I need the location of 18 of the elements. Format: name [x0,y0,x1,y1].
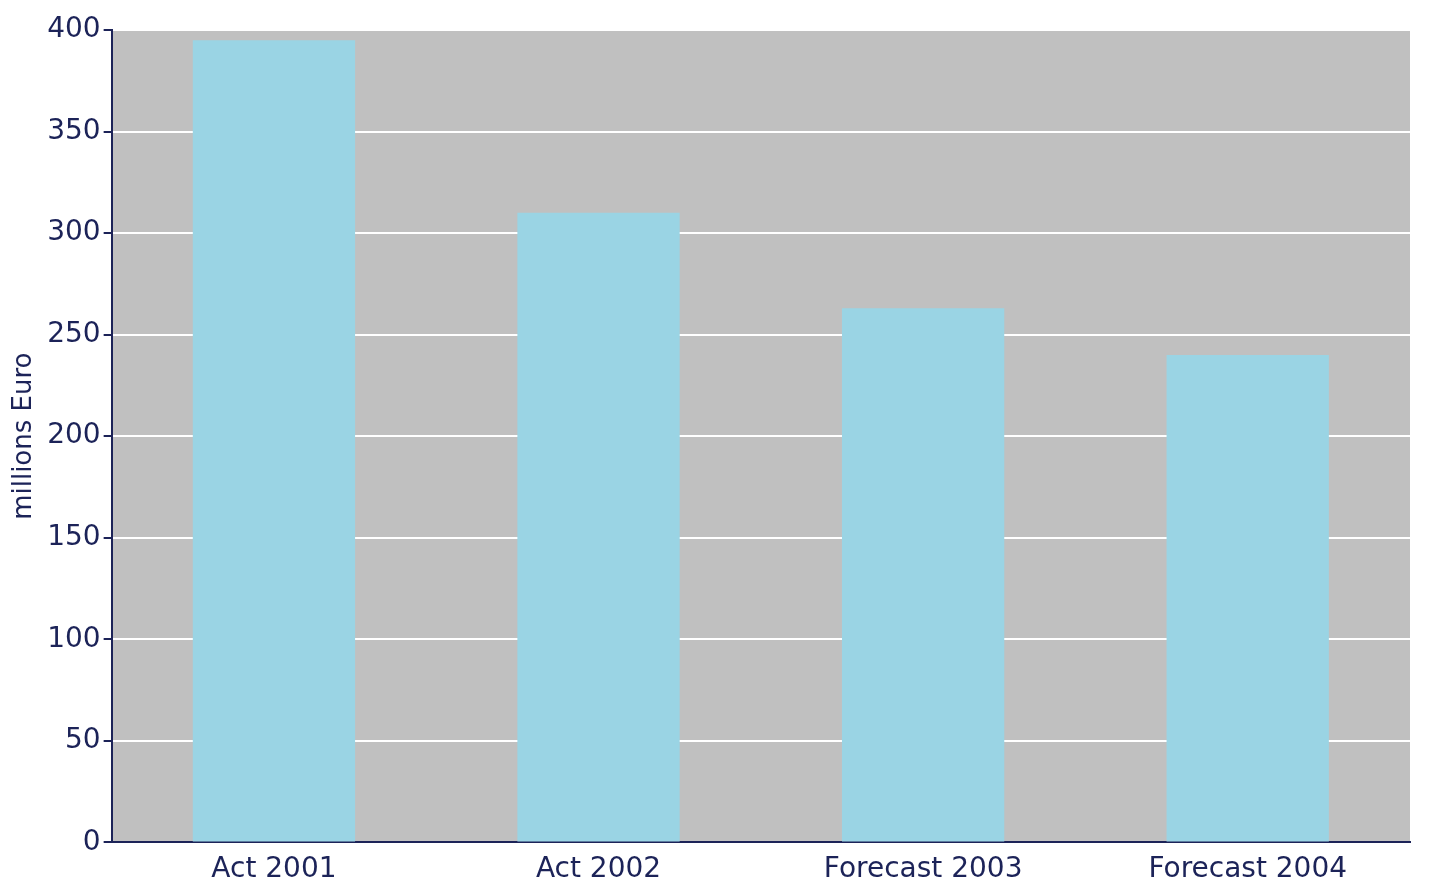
bar [517,212,680,842]
y-tick-label: 50 [65,722,101,756]
bar [192,40,356,842]
y-tick-label: 100 [47,620,101,654]
y-tick-label: 300 [47,214,101,248]
bar [841,308,1005,842]
y-tick-label: 250 [47,315,101,349]
y-tick-label: 150 [47,519,101,553]
bar [1166,354,1329,842]
x-tick-label: Forecast 2004 [1148,851,1348,885]
x-tick-label: Act 2002 [535,851,662,885]
y-tick-label: 400 [47,11,101,45]
y-tick-label: 350 [47,112,101,146]
y-axis-title: millions Euro [7,352,38,520]
x-tick-label: Forecast 2003 [823,851,1023,885]
x-tick-label: Act 2001 [211,851,337,885]
y-tick-label: 200 [47,417,101,451]
y-tick-label: 0 [82,823,101,857]
